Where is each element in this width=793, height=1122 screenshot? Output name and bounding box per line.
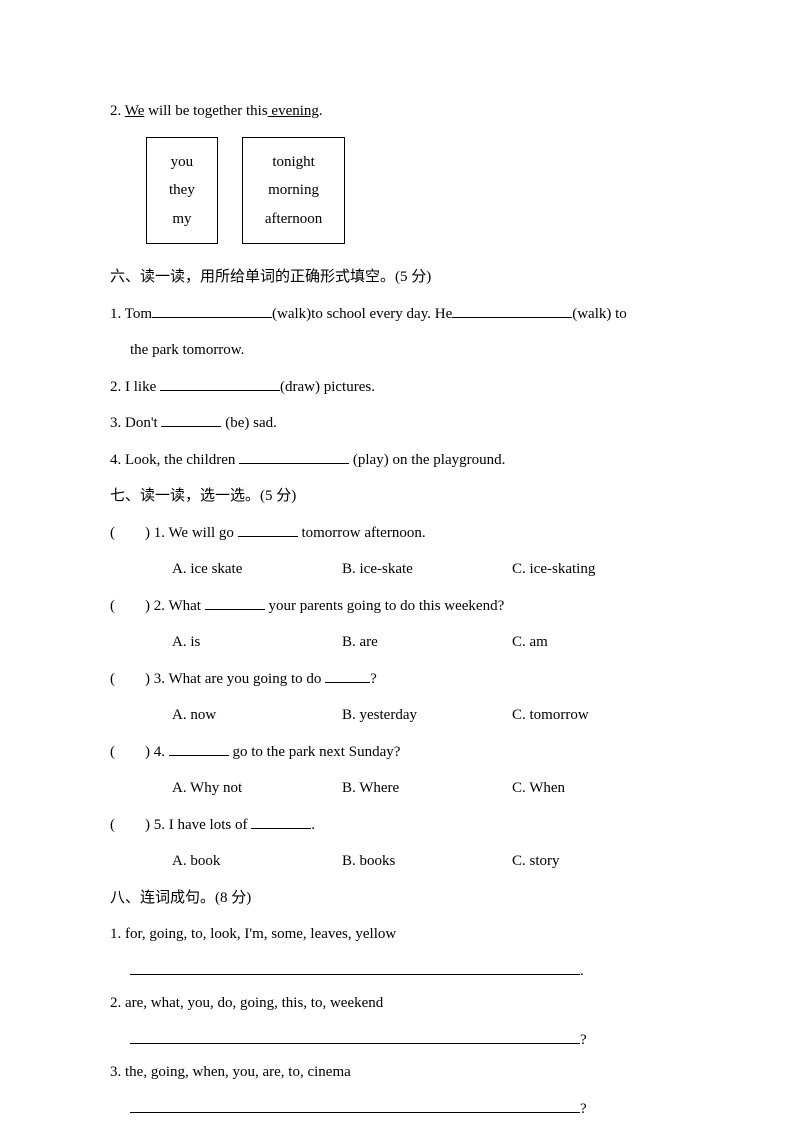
s8-q1: 1. for, going, to, look, I'm, some, leav… (110, 923, 693, 946)
period: . (580, 963, 584, 979)
s7-q3-text: 3. What are you going to do (150, 671, 325, 687)
paren[interactable]: ( ) (110, 595, 150, 618)
s6-q2: 2. I like (draw) pictures. (110, 376, 693, 399)
box2-word-2: morning (265, 176, 322, 205)
answer-blank[interactable] (130, 961, 580, 975)
paren[interactable]: ( ) (110, 741, 150, 764)
blank[interactable] (251, 815, 311, 829)
s6-q1-line1: 1. Tom (walk)to school every day. He (walk… (110, 303, 693, 326)
blank[interactable] (238, 523, 298, 537)
s6-q3: 3. Don't (be) sad. (110, 412, 693, 435)
blank[interactable] (325, 669, 370, 683)
s7-q4-end: go to the park next Sunday? (229, 744, 401, 760)
opt-a[interactable]: A. Why not (172, 777, 342, 800)
box2-word-1: tonight (265, 148, 322, 177)
paren[interactable]: ( ) (110, 814, 150, 837)
s8-q2: 2. are, what, you, do, going, this, to, … (110, 992, 693, 1015)
box2-word-3: afternoon (265, 205, 322, 234)
s6-q4: 4. Look, the children (play) on the play… (110, 449, 693, 472)
paren[interactable]: ( ) (110, 668, 150, 691)
section8-title: 八、连词成句。(8 分) (110, 887, 693, 910)
q5-2-prefix: 2. (110, 103, 125, 119)
s6-q4a: 4. Look, the children (110, 452, 239, 468)
s6-q3b: (be) sad. (221, 415, 276, 431)
qmark: ? (580, 1101, 587, 1117)
opt-c[interactable]: C. tomorrow (512, 704, 589, 727)
opt-c[interactable]: C. story (512, 850, 560, 873)
section7-title: 七、读一读，选一选。(5 分) (110, 485, 693, 508)
s7-q1-end: tomorrow afternoon. (298, 525, 426, 541)
answer-blank[interactable] (130, 1030, 580, 1044)
opt-b[interactable]: B. yesterday (342, 704, 512, 727)
opt-c[interactable]: C. ice-skating (512, 558, 595, 581)
blank[interactable] (160, 377, 280, 391)
q5-2-sentence: 2. We will be together this evening. (110, 100, 693, 123)
box1-word-1: you (169, 148, 195, 177)
opt-b[interactable]: B. ice-skate (342, 558, 512, 581)
word-box-2: tonight morning afternoon (242, 137, 345, 245)
s6-q2a: 2. I like (110, 379, 160, 395)
s6-q4b: (play) on the playground. (349, 452, 505, 468)
paren[interactable]: ( ) (110, 522, 150, 545)
s7-q4: ( ) 4. go to the park next Sunday? (110, 741, 693, 764)
s7-q3-opts: A. now B. yesterday C. tomorrow (110, 704, 693, 727)
s7-q3: ( ) 3. What are you going to do ? (110, 668, 693, 691)
s8-q3: 3. the, going, when, you, are, to, cinem… (110, 1061, 693, 1084)
opt-b[interactable]: B. books (342, 850, 512, 873)
s7-q2-opts: A. is B. are C. am (110, 631, 693, 654)
q5-2-mid: will be together this (144, 103, 267, 119)
opt-a[interactable]: A. book (172, 850, 342, 873)
answer-blank[interactable] (130, 1099, 580, 1113)
box1-word-2: they (169, 176, 195, 205)
q5-2-end: . (319, 103, 323, 119)
s8-q1-answer: . (110, 960, 693, 983)
s6-q1c: (walk) to (572, 306, 627, 322)
s8-q2-answer: ? (110, 1029, 693, 1052)
blank[interactable] (152, 304, 272, 318)
s7-q5-end: . (311, 817, 315, 833)
s7-q1: ( ) 1. We will go tomorrow afternoon. (110, 522, 693, 545)
word-box-1: you they my (146, 137, 218, 245)
blank[interactable] (161, 413, 221, 427)
s7-q2: ( ) 2. What your parents going to do thi… (110, 595, 693, 618)
blank[interactable] (205, 596, 265, 610)
opt-b[interactable]: B. are (342, 631, 512, 654)
q5-2-underline-c: evening (268, 103, 319, 119)
qmark: ? (580, 1032, 587, 1048)
s7-q2-end: your parents going to do this weekend? (265, 598, 505, 614)
q5-2-underline-a: We (125, 103, 145, 119)
s8-q3-answer: ? (110, 1098, 693, 1121)
blank[interactable] (452, 304, 572, 318)
s6-q1-line2: the park tomorrow. (110, 339, 693, 362)
s7-q5-text: 5. I have lots of (150, 817, 251, 833)
s6-q1b: (walk)to school every day. He (272, 306, 452, 322)
opt-c[interactable]: C. am (512, 631, 548, 654)
blank[interactable] (239, 450, 349, 464)
s7-q1-opts: A. ice skate B. ice-skate C. ice-skating (110, 558, 693, 581)
word-boxes: you they my tonight morning afternoon (146, 137, 693, 245)
opt-a[interactable]: A. is (172, 631, 342, 654)
s6-q1a: 1. Tom (110, 306, 152, 322)
s7-q4-opts: A. Why not B. Where C. When (110, 777, 693, 800)
blank[interactable] (169, 742, 229, 756)
s7-q3-end: ? (370, 671, 377, 687)
section6-title: 六、读一读，用所给单词的正确形式填空。(5 分) (110, 266, 693, 289)
opt-b[interactable]: B. Where (342, 777, 512, 800)
s6-q3a: 3. Don't (110, 415, 161, 431)
opt-a[interactable]: A. now (172, 704, 342, 727)
s7-q4-text: 4. (150, 744, 169, 760)
s7-q1-text: 1. We will go (150, 525, 238, 541)
opt-a[interactable]: A. ice skate (172, 558, 342, 581)
box1-word-3: my (169, 205, 195, 234)
s7-q2-text: 2. What (150, 598, 205, 614)
s6-q2b: (draw) pictures. (280, 379, 375, 395)
s7-q5: ( ) 5. I have lots of . (110, 814, 693, 837)
opt-c[interactable]: C. When (512, 777, 565, 800)
s7-q5-opts: A. book B. books C. story (110, 850, 693, 873)
